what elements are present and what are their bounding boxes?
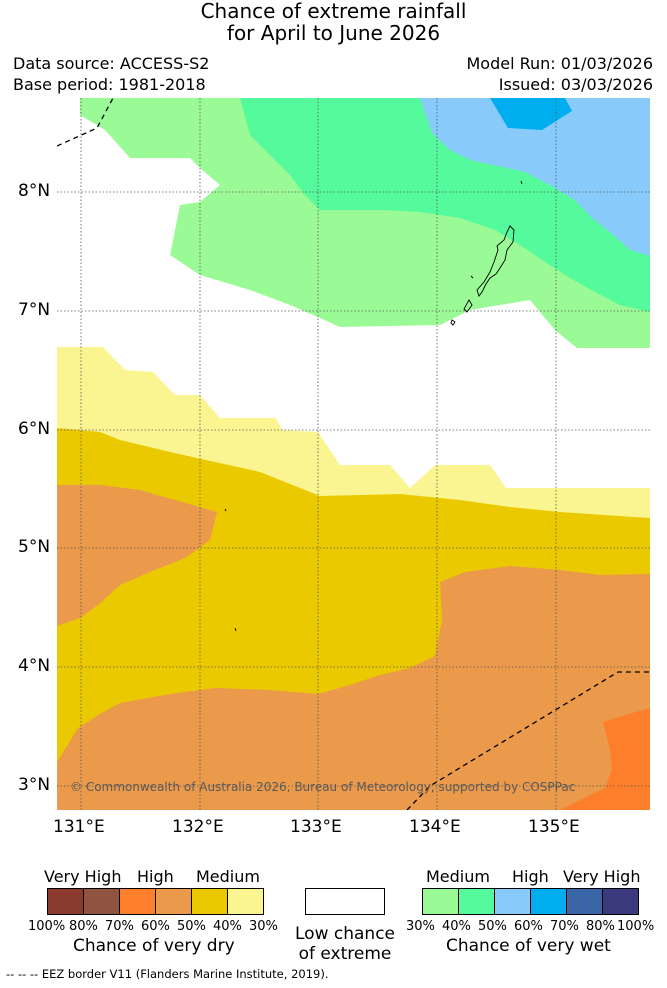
palau-islands <box>224 180 523 632</box>
dry-category-high: High <box>137 867 174 886</box>
dry-caption: Chance of very dry <box>73 936 235 956</box>
dry-60-70-region <box>560 708 650 810</box>
dry-swatch-50-60 <box>156 889 192 914</box>
lon-label-131e: 131°E <box>53 817 105 837</box>
dry-pct-70: 70% <box>105 919 134 934</box>
dry-50-60-region-south <box>57 566 650 810</box>
base-period: Base period: 1981-2018 <box>13 75 206 94</box>
graticule <box>57 98 650 810</box>
wet-category-high: High <box>512 867 549 886</box>
lat-label-3n: 3°N <box>18 775 51 795</box>
lat-label-8n: 8°N <box>18 181 51 201</box>
issued-date: Issued: 03/03/2026 <box>498 75 653 94</box>
low-chance-line2: of extreme <box>298 944 392 964</box>
dry-category-medium: Medium <box>196 867 260 886</box>
wet-pct-70: 70% <box>550 919 579 934</box>
dry-50-60-region <box>57 485 217 626</box>
wet-pct-30: 30% <box>406 919 435 934</box>
lat-label-6n: 6°N <box>18 419 51 439</box>
lon-label-135e: 135°E <box>528 817 580 837</box>
wet-pct-60: 60% <box>514 919 543 934</box>
wet-swatch-60-70 <box>531 889 567 914</box>
dry-category-very-high: Very High <box>44 867 122 886</box>
wet-50-60-region <box>420 98 650 256</box>
eez-footnote: -- -- -- EEZ border V11 (Flanders Marine… <box>6 967 329 981</box>
lat-label-7n: 7°N <box>18 300 51 320</box>
lon-label-133e: 133°E <box>290 817 342 837</box>
dry-pct-100: 100% <box>28 919 66 934</box>
wet-category-very-high: Very High <box>563 867 641 886</box>
low-chance-swatch <box>305 888 385 915</box>
dry-swatch-70-80 <box>84 889 120 914</box>
dry-pct-60: 60% <box>141 919 170 934</box>
wet-color-bar <box>422 888 639 915</box>
lon-label-132e: 132°E <box>172 817 224 837</box>
wet-pct-100: 100% <box>617 919 655 934</box>
map-title-line1: Chance of extreme rainfall <box>200 0 467 23</box>
dry-pct-40: 40% <box>213 919 242 934</box>
dry-swatch-30-40 <box>228 889 263 914</box>
data-source: Data source: ACCESS-S2 <box>13 54 210 73</box>
dry-pct-30: 30% <box>249 919 278 934</box>
wet-swatch-30-40 <box>423 889 459 914</box>
copyright-text: © Commonwealth of Australia 2026, Bureau… <box>70 780 575 794</box>
wet-swatch-70-80 <box>567 889 603 914</box>
dry-pct-50: 50% <box>177 919 206 934</box>
wet-pct-80: 80% <box>586 919 615 934</box>
dry-pct-80: 80% <box>69 919 98 934</box>
wet-caption: Chance of very wet <box>446 936 611 956</box>
lat-label-5n: 5°N <box>18 537 51 557</box>
dry-swatch-80-100 <box>48 889 84 914</box>
lat-label-4n: 4°N <box>18 656 51 676</box>
wet-swatch-50-60 <box>495 889 531 914</box>
low-chance-line1: Low chance <box>295 924 395 944</box>
wet-60-70-region <box>490 98 572 130</box>
map-title-line2: for April to June 2026 <box>226 21 441 45</box>
eez-border <box>57 98 650 810</box>
wet-swatch-80-100 <box>603 889 638 914</box>
dry-color-bar <box>47 888 264 915</box>
wet-pct-50: 50% <box>478 919 507 934</box>
dry-swatch-40-50 <box>192 889 228 914</box>
wet-pct-40: 40% <box>442 919 471 934</box>
wet-swatch-40-50 <box>459 889 495 914</box>
lon-label-134e: 134°E <box>409 817 461 837</box>
dry-swatch-60-70 <box>120 889 156 914</box>
model-run: Model Run: 01/03/2026 <box>466 54 654 73</box>
wet-category-medium: Medium <box>426 867 490 886</box>
